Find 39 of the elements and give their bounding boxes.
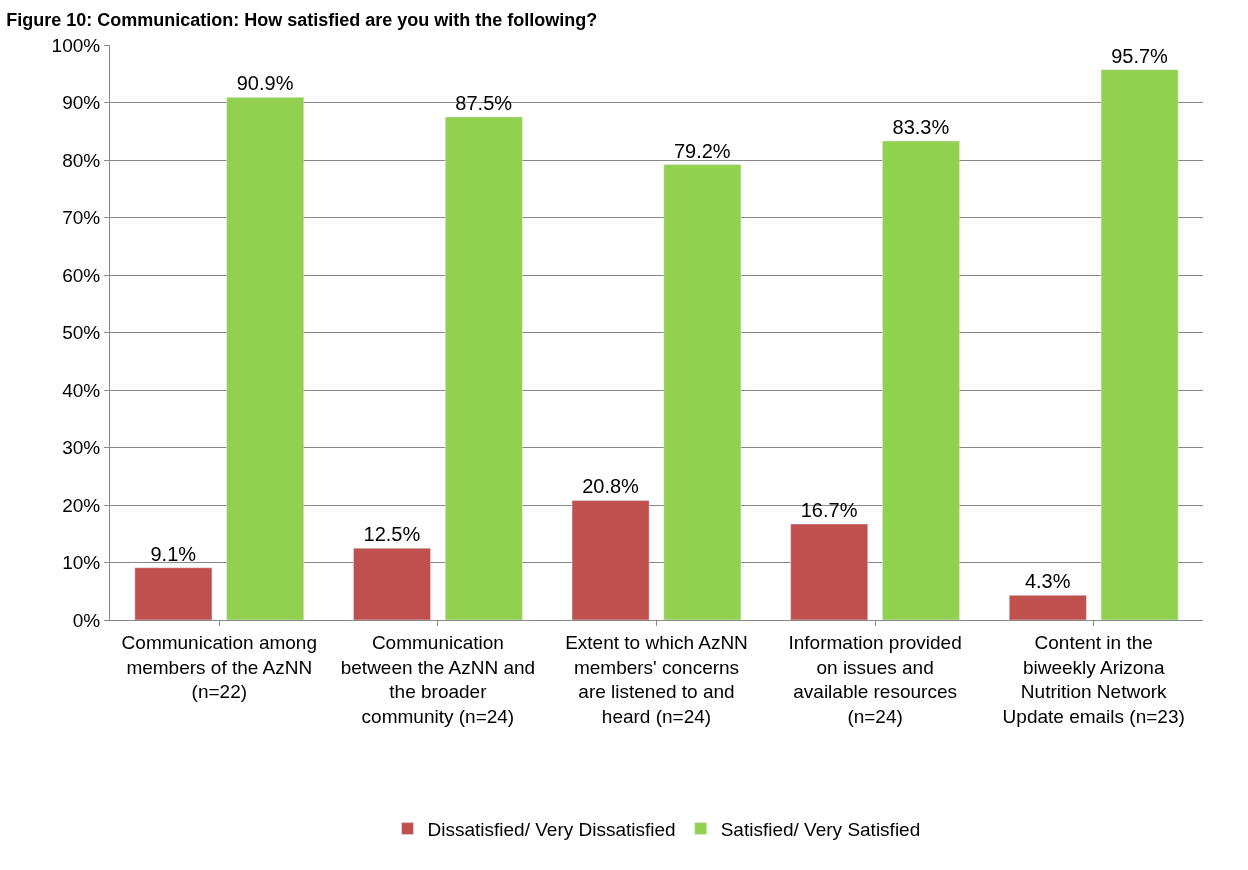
data-label: 90.9% <box>236 72 294 95</box>
data-label: 16.7% <box>800 498 858 521</box>
y-tick-label: 10% <box>62 552 101 574</box>
bar <box>134 567 213 620</box>
y-tick-label: 60% <box>62 264 101 286</box>
bar <box>1008 595 1087 620</box>
bar <box>444 116 523 620</box>
bar <box>226 97 305 620</box>
bar <box>882 140 960 620</box>
x-tick-label: Extent to which AzNN members' concerns are listened to and heard (n=24) <box>565 631 748 727</box>
y-tick-label: 100% <box>51 34 101 56</box>
y-tick-label: 80% <box>62 149 101 171</box>
x-tick-label: Communication among members of the AzNN (n=22) <box>121 631 317 703</box>
legend-label: Dissatisfied/ Very Dissatisfied <box>427 819 676 841</box>
x-tick-label: Content in the biweekly Arizona Nutrition Network Update emails (n=23) <box>1002 631 1185 727</box>
x-tick-label: Information provided on issues and available resources (n=24) <box>788 631 962 727</box>
y-tick-label: 40% <box>62 379 101 401</box>
data-label: 79.2% <box>673 139 731 162</box>
bar <box>1100 69 1179 620</box>
bar <box>571 500 650 620</box>
data-label: 9.1% <box>150 542 197 565</box>
y-tick-label: 0% <box>72 609 101 631</box>
y-tick-label: 50% <box>62 322 101 344</box>
data-label: 95.7% <box>1111 44 1169 67</box>
bar <box>790 523 869 620</box>
bar <box>663 164 742 620</box>
y-tick-label: 20% <box>62 494 101 516</box>
chart-title: Figure 10: Communication: How satisfied are you with the following? <box>6 9 598 30</box>
x-tick-label: Communication between the AzNN and the broader community (n=24) <box>340 631 536 727</box>
bar <box>353 547 431 620</box>
data-label: 20.8% <box>582 475 640 498</box>
legend-label: Satisfied/ Very Satisfied <box>720 819 921 841</box>
y-tick-label: 70% <box>62 207 101 229</box>
data-label: 4.3% <box>1024 570 1071 593</box>
data-label: 12.5% <box>363 523 421 546</box>
data-label: 87.5% <box>455 91 513 114</box>
data-label: 83.3% <box>892 116 950 139</box>
y-tick-label: 90% <box>62 92 101 114</box>
y-tick-label: 30% <box>62 437 101 459</box>
